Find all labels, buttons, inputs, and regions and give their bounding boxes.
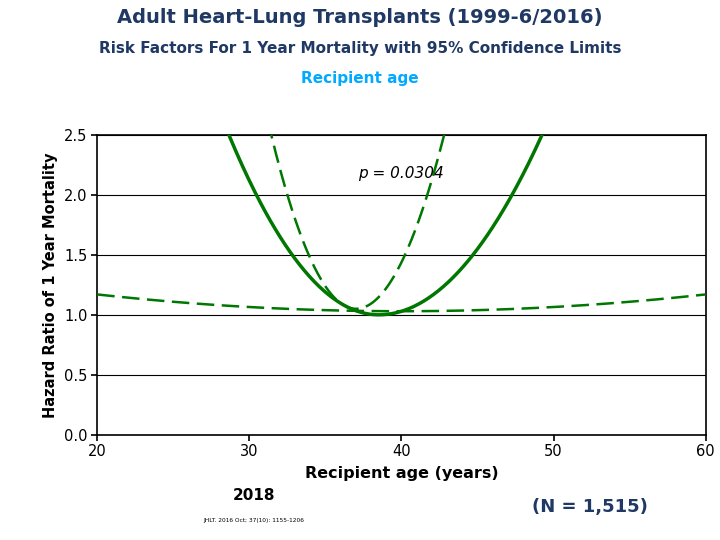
Text: ISHLT: ISHLT xyxy=(65,488,120,506)
Text: Recipient age: Recipient age xyxy=(301,71,419,86)
Text: p = 0.0304: p = 0.0304 xyxy=(359,166,444,181)
Text: ISHLT • INTERNATIONAL SOCIETY FOR HEART AND LUNG TRANSPLANTATION: ISHLT • INTERNATIONAL SOCIETY FOR HEART … xyxy=(58,516,281,521)
Text: 2018: 2018 xyxy=(233,488,275,503)
Text: Risk Factors For 1 Year Mortality with 95% Confidence Limits: Risk Factors For 1 Year Mortality with 9… xyxy=(99,40,621,56)
Text: Adult Heart-Lung Transplants (1999-6/2016): Adult Heart-Lung Transplants (1999-6/201… xyxy=(117,8,603,27)
Text: (N = 1,515): (N = 1,515) xyxy=(533,497,648,516)
X-axis label: Recipient age (years): Recipient age (years) xyxy=(305,467,498,481)
Text: JHLT. 2016 Oct; 37(10): 1155-1206: JHLT. 2016 Oct; 37(10): 1155-1206 xyxy=(203,517,305,523)
Y-axis label: Hazard Ratio of 1 Year Mortality: Hazard Ratio of 1 Year Mortality xyxy=(43,152,58,417)
